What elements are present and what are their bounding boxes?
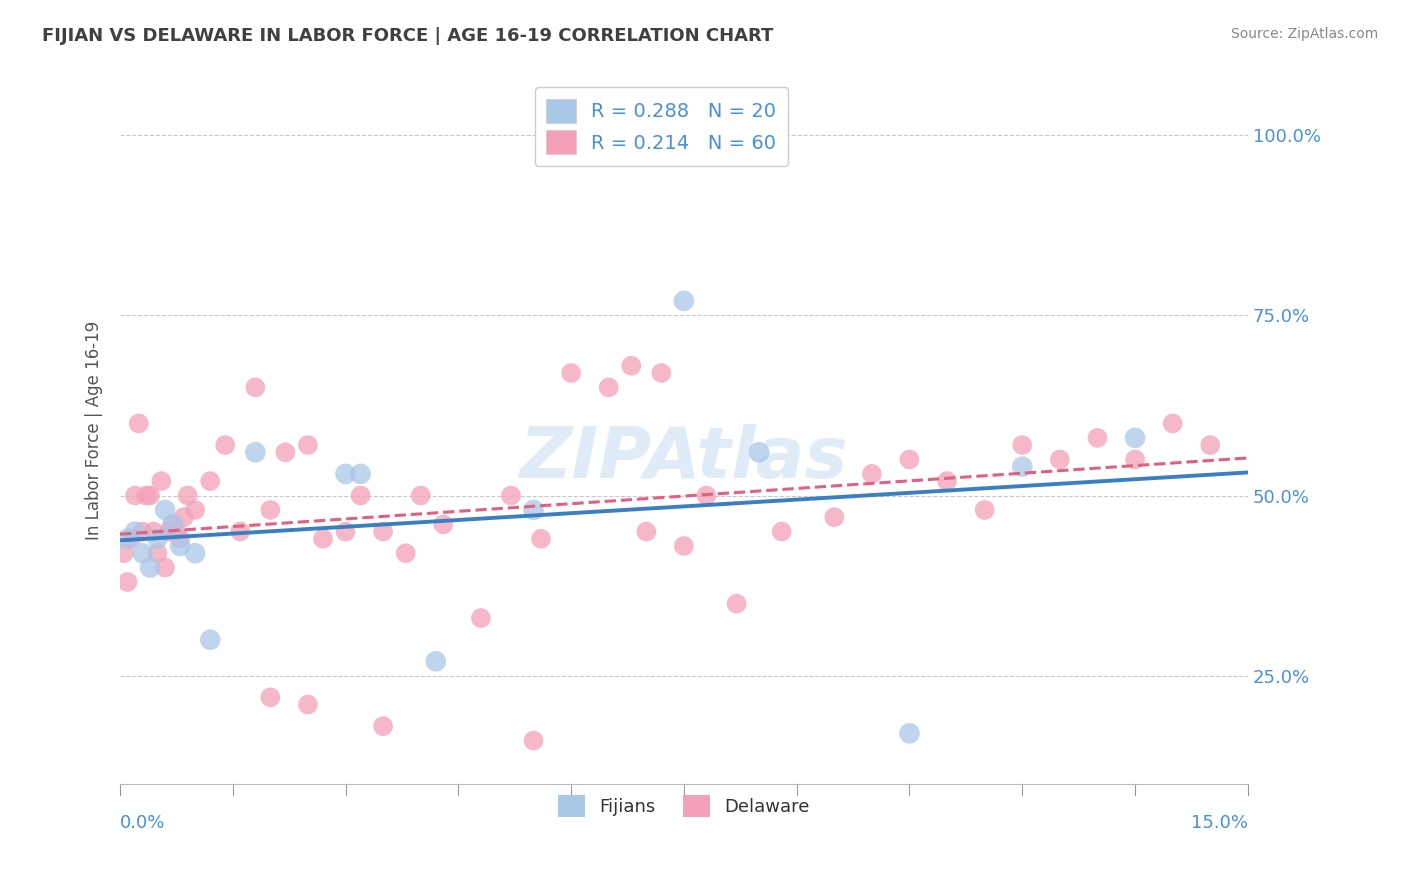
Point — [973, 503, 995, 517]
Point — [131, 546, 153, 560]
Point — [650, 366, 672, 380]
Point — [898, 726, 921, 740]
Point — [395, 546, 418, 560]
Point — [124, 524, 146, 539]
Point — [620, 359, 643, 373]
Point — [672, 293, 695, 308]
Point — [335, 524, 357, 539]
Text: Source: ZipAtlas.com: Source: ZipAtlas.com — [1230, 27, 1378, 41]
Point — [117, 574, 139, 589]
Point — [259, 690, 281, 705]
Point — [1123, 431, 1146, 445]
Point — [522, 733, 544, 747]
Point — [1123, 452, 1146, 467]
Point — [1199, 438, 1222, 452]
Point — [184, 546, 207, 560]
Point — [530, 532, 553, 546]
Point — [335, 467, 357, 481]
Point — [297, 438, 319, 452]
Point — [214, 438, 236, 452]
Text: 0.0%: 0.0% — [120, 814, 166, 832]
Point — [560, 366, 582, 380]
Point — [312, 532, 335, 546]
Point — [135, 489, 157, 503]
Point — [936, 474, 959, 488]
Y-axis label: In Labor Force | Age 16-19: In Labor Force | Age 16-19 — [86, 321, 103, 541]
Point — [173, 510, 195, 524]
Legend: Fijians, Delaware: Fijians, Delaware — [551, 788, 817, 824]
Point — [1161, 417, 1184, 431]
Point — [131, 524, 153, 539]
Text: FIJIAN VS DELAWARE IN LABOR FORCE | AGE 16-19 CORRELATION CHART: FIJIAN VS DELAWARE IN LABOR FORCE | AGE … — [42, 27, 773, 45]
Point — [349, 467, 371, 481]
Point — [1049, 452, 1071, 467]
Point — [672, 539, 695, 553]
Point — [128, 417, 150, 431]
Point — [432, 517, 454, 532]
Point — [349, 489, 371, 503]
Point — [823, 510, 845, 524]
Point — [165, 524, 187, 539]
Point — [146, 532, 169, 546]
Point — [229, 524, 252, 539]
Point — [470, 611, 492, 625]
Text: ZIPAtlas: ZIPAtlas — [520, 425, 848, 493]
Point — [146, 546, 169, 560]
Point — [522, 503, 544, 517]
Point — [153, 503, 176, 517]
Point — [425, 654, 447, 668]
Point — [1011, 459, 1033, 474]
Point — [1087, 431, 1109, 445]
Point — [142, 524, 165, 539]
Point — [184, 503, 207, 517]
Point — [139, 560, 162, 574]
Point — [162, 517, 184, 532]
Point — [898, 452, 921, 467]
Point — [373, 719, 395, 733]
Point — [259, 503, 281, 517]
Point — [748, 445, 770, 459]
Point — [198, 474, 221, 488]
Point — [636, 524, 658, 539]
Point — [245, 445, 267, 459]
Point — [245, 380, 267, 394]
Point — [162, 517, 184, 532]
Point — [157, 524, 180, 539]
Point — [120, 532, 142, 546]
Point — [198, 632, 221, 647]
Point — [409, 489, 432, 503]
Point — [112, 546, 135, 560]
Point — [169, 539, 191, 553]
Point — [124, 489, 146, 503]
Point — [150, 474, 173, 488]
Point — [725, 597, 748, 611]
Point — [499, 489, 522, 503]
Point — [139, 489, 162, 503]
Point — [770, 524, 793, 539]
Point — [297, 698, 319, 712]
Text: 15.0%: 15.0% — [1191, 814, 1249, 832]
Point — [117, 532, 139, 546]
Point — [695, 489, 717, 503]
Point — [153, 560, 176, 574]
Point — [373, 524, 395, 539]
Point — [169, 532, 191, 546]
Point — [598, 380, 620, 394]
Point — [274, 445, 297, 459]
Point — [176, 489, 198, 503]
Point — [1011, 438, 1033, 452]
Point — [860, 467, 883, 481]
